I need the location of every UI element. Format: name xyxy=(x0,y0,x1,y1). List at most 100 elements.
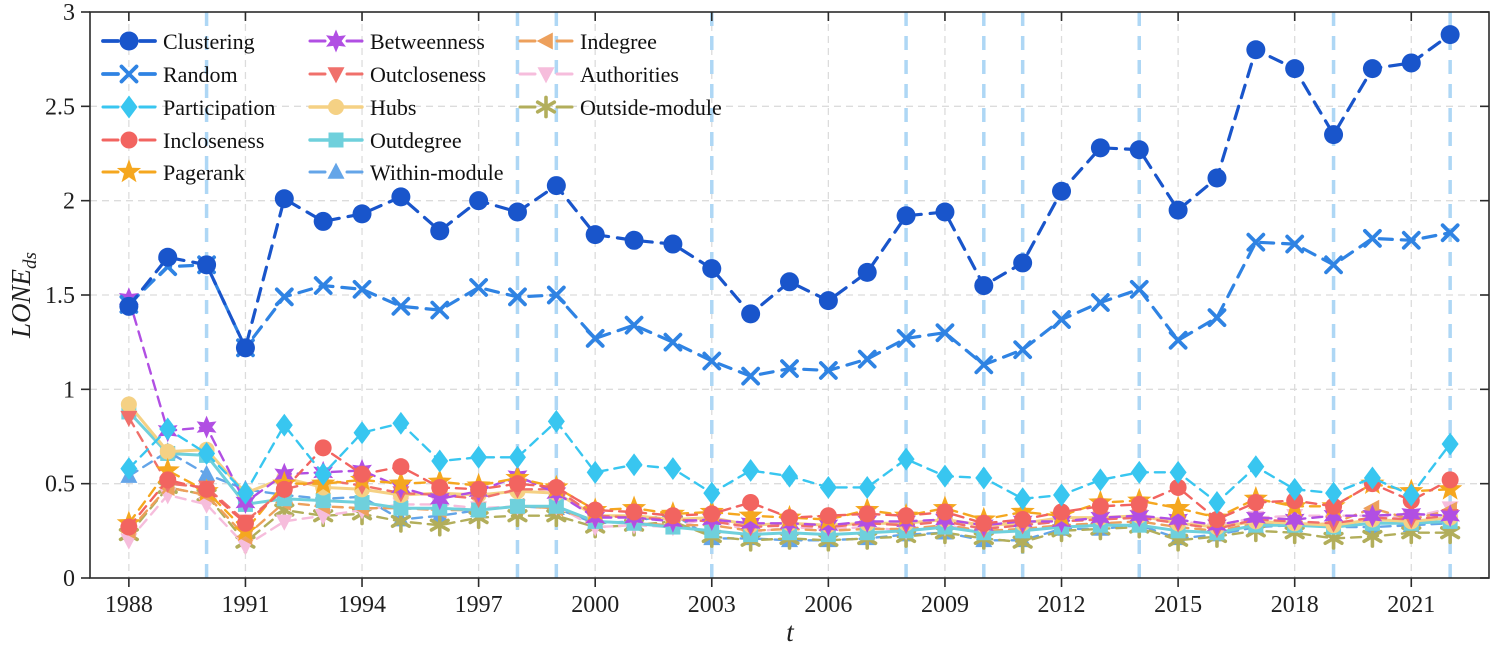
tick-labels: 1988 1991 1994 1997 2000 2003 2006 2009 2012 2015… xyxy=(45,0,1435,618)
x-axis-label: t xyxy=(786,617,795,647)
y-tick-label: 3 xyxy=(63,0,75,26)
circle-marker xyxy=(663,234,683,254)
circle-marker xyxy=(1129,140,1149,160)
star6-marker xyxy=(818,513,839,537)
circle-marker xyxy=(314,439,332,457)
legend-label-outcloseness: Outcloseness xyxy=(370,62,486,87)
legend: Clustering Random Participation Incloseness… xyxy=(101,29,722,185)
star5-marker xyxy=(738,502,763,527)
circle-marker xyxy=(819,507,837,525)
x-marker xyxy=(1363,229,1382,248)
diamond-marker xyxy=(120,457,138,481)
circle-marker xyxy=(392,458,410,476)
diamond-marker xyxy=(1441,432,1459,456)
x-marker xyxy=(1090,293,1110,312)
legend-item-pagerank: Pagerank xyxy=(101,159,245,185)
circle-marker xyxy=(624,230,644,250)
circle-marker xyxy=(781,509,798,527)
series-line-random xyxy=(127,231,1452,378)
diamond-marker xyxy=(1208,491,1226,515)
legend-item-betweenness: Betweenness xyxy=(308,29,485,54)
star6-marker xyxy=(740,511,761,535)
x-marker xyxy=(974,355,994,375)
legend-item-clustering: Clustering xyxy=(101,29,255,54)
legend-label-betweenness: Betweenness xyxy=(370,29,485,54)
x-tick-label: 2015 xyxy=(1154,592,1202,618)
triangle-down-marker xyxy=(120,410,138,427)
legend-item-incloseness: Incloseness xyxy=(101,128,264,153)
legend-label-outdegree: Outdegree xyxy=(370,128,462,153)
circle-marker xyxy=(858,505,876,523)
x-tick-label: 1997 xyxy=(455,592,503,618)
circle-marker xyxy=(1441,471,1459,489)
circle-marker xyxy=(274,189,294,209)
triangle-down-marker xyxy=(275,514,293,531)
circle-marker xyxy=(1168,200,1188,220)
circle-marker xyxy=(1207,168,1227,188)
x-marker xyxy=(896,328,916,348)
circle-marker xyxy=(508,475,526,493)
circle-marker xyxy=(974,276,994,296)
diamond-marker xyxy=(975,466,993,490)
circle-marker xyxy=(119,31,139,51)
legend-label-outside-module: Outside-module xyxy=(580,95,722,120)
x-marker xyxy=(780,359,799,378)
y-axis-label-text: LONEds xyxy=(6,252,41,339)
circle-marker xyxy=(586,501,604,519)
x-marker xyxy=(119,64,139,84)
x-tick-label: 1991 xyxy=(221,592,269,618)
diamond-marker xyxy=(742,458,760,482)
legend-item-participation: Participation xyxy=(101,95,275,120)
circle-marker xyxy=(703,505,721,523)
series-layer xyxy=(116,25,1463,556)
circle-marker xyxy=(1325,497,1343,515)
circle-marker xyxy=(159,443,176,460)
diamond-marker xyxy=(1091,468,1109,492)
circle-marker xyxy=(741,304,761,324)
x-marker xyxy=(546,285,566,305)
circle-marker xyxy=(1246,40,1266,60)
circle-marker xyxy=(120,396,137,413)
y-tick-label: 0 xyxy=(63,566,75,592)
square-marker xyxy=(548,498,564,514)
circle-marker xyxy=(664,507,682,525)
circle-marker xyxy=(198,480,216,498)
legend-label-clustering: Clustering xyxy=(163,29,255,54)
triangle-left-marker xyxy=(536,32,553,50)
star6-marker xyxy=(1440,504,1461,528)
series-incloseness xyxy=(120,439,1459,536)
circle-marker xyxy=(1401,53,1421,73)
square-marker xyxy=(509,498,525,514)
circle-marker xyxy=(896,206,916,226)
circle-marker xyxy=(159,471,177,489)
star6-marker xyxy=(1401,502,1422,526)
circle-marker xyxy=(702,259,722,279)
series-random xyxy=(119,223,1460,386)
circle-marker xyxy=(1052,181,1072,201)
diamond-marker xyxy=(120,95,138,119)
diamond-marker xyxy=(897,447,915,471)
x-marker xyxy=(702,351,722,371)
x-marker xyxy=(274,287,294,307)
diamond-marker xyxy=(431,449,449,473)
triangle-up-marker xyxy=(198,464,216,482)
series-line-within-module xyxy=(127,450,1452,542)
x-tick-label: 2018 xyxy=(1271,592,1319,618)
circle-marker xyxy=(546,176,566,196)
diamond-marker xyxy=(1169,460,1187,484)
star5-marker xyxy=(116,159,142,183)
x-marker xyxy=(663,332,683,352)
circle-marker xyxy=(1169,478,1187,496)
diamond-marker xyxy=(547,409,565,433)
y-axis-label: LONEds xyxy=(6,252,41,339)
diamond-marker xyxy=(1325,481,1343,505)
star5-marker xyxy=(1010,499,1035,523)
legend-label-participation: Participation xyxy=(163,95,275,120)
diamond-marker xyxy=(625,453,643,477)
diamond-marker xyxy=(1363,466,1381,490)
series-clustering xyxy=(119,25,1460,358)
x-tick-label: 2006 xyxy=(804,592,852,618)
asterisk-marker xyxy=(1362,525,1383,548)
circle-marker xyxy=(391,187,411,207)
